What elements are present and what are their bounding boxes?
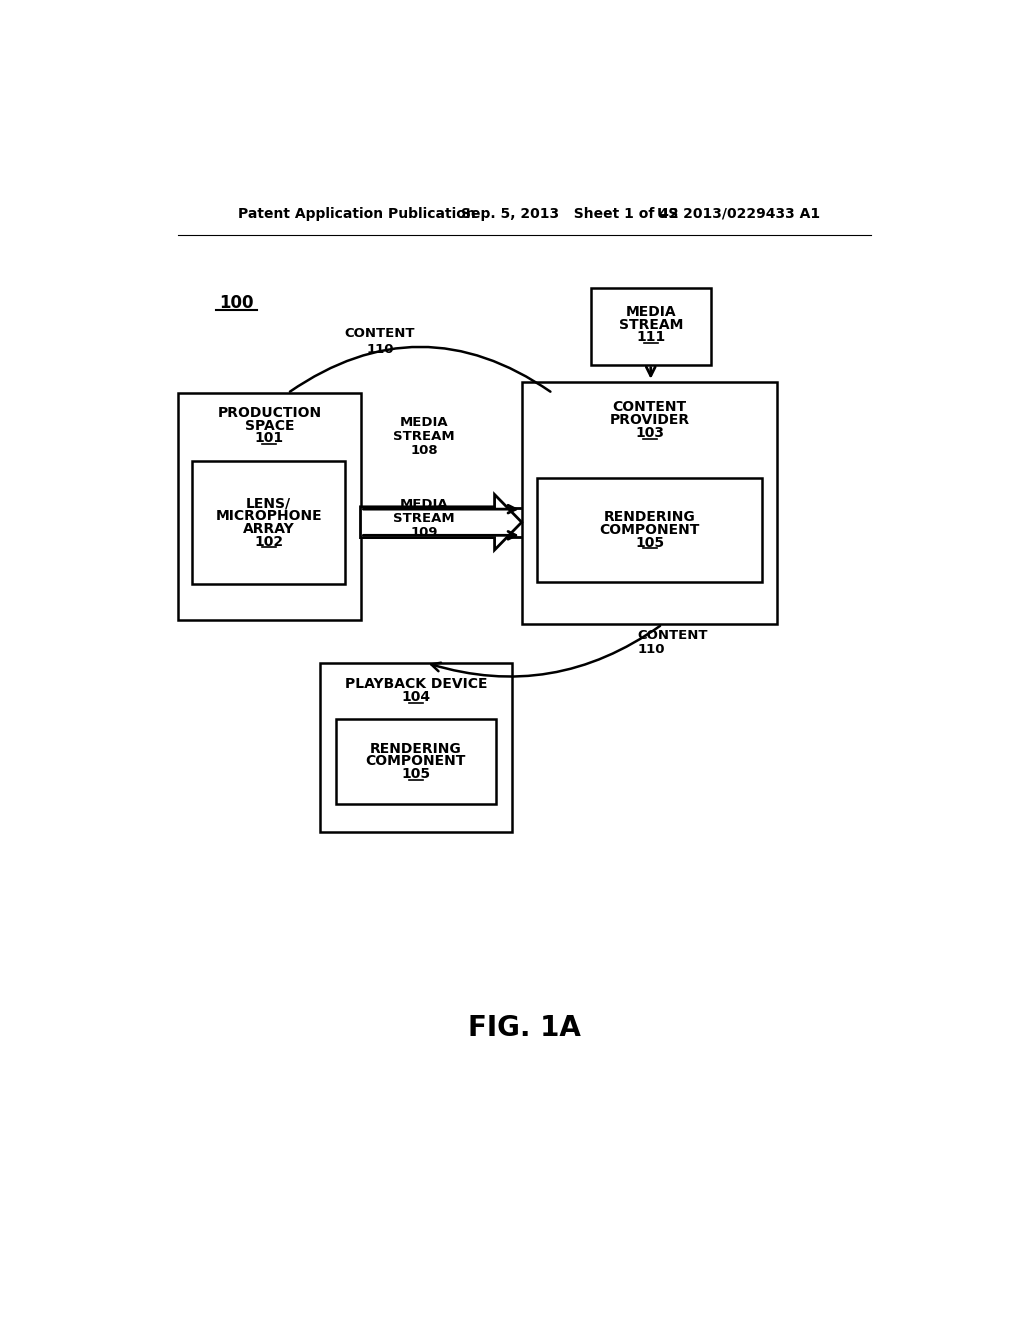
FancyArrowPatch shape: [290, 347, 551, 392]
Text: 100: 100: [219, 294, 254, 312]
Text: 103: 103: [635, 426, 665, 440]
Text: MEDIA: MEDIA: [626, 305, 676, 319]
Text: 105: 105: [635, 536, 665, 549]
Text: PROVIDER: PROVIDER: [609, 413, 689, 428]
Bar: [193, 461, 345, 585]
Bar: [591, 288, 711, 364]
Text: STREAM: STREAM: [393, 430, 455, 444]
Bar: [521, 381, 777, 624]
Text: RENDERING: RENDERING: [370, 742, 462, 755]
Text: US 2013/0229433 A1: US 2013/0229433 A1: [656, 207, 819, 220]
Text: 105: 105: [401, 767, 430, 781]
Text: Patent Application Publication: Patent Application Publication: [238, 207, 476, 220]
Text: 111: 111: [636, 330, 666, 345]
Text: STREAM: STREAM: [618, 318, 683, 331]
Bar: [321, 663, 512, 832]
Text: CONTENT: CONTENT: [612, 400, 687, 414]
Text: PRODUCTION: PRODUCTION: [217, 405, 322, 420]
Text: MEDIA: MEDIA: [399, 499, 449, 511]
Text: RENDERING: RENDERING: [604, 511, 695, 524]
Text: CONTENT: CONTENT: [637, 630, 708, 643]
Text: MICROPHONE: MICROPHONE: [215, 510, 322, 523]
Bar: [178, 393, 360, 620]
Text: ARRAY: ARRAY: [243, 521, 295, 536]
Polygon shape: [360, 495, 521, 550]
Bar: [538, 478, 762, 582]
Text: PLAYBACK DEVICE: PLAYBACK DEVICE: [345, 677, 487, 692]
Text: COMPONENT: COMPONENT: [366, 754, 466, 768]
Text: COMPONENT: COMPONENT: [599, 523, 699, 537]
Bar: [336, 719, 496, 804]
Text: 104: 104: [401, 690, 431, 704]
Text: 108: 108: [411, 444, 438, 457]
Text: CONTENT: CONTENT: [345, 327, 415, 341]
Text: Sep. 5, 2013   Sheet 1 of 42: Sep. 5, 2013 Sheet 1 of 42: [461, 207, 679, 220]
Text: 110: 110: [637, 643, 665, 656]
Text: STREAM: STREAM: [393, 512, 455, 525]
Text: 110: 110: [367, 343, 393, 356]
Text: MEDIA: MEDIA: [399, 416, 449, 429]
Text: FIG. 1A: FIG. 1A: [468, 1015, 582, 1043]
Text: LENS/: LENS/: [246, 496, 291, 511]
Text: 109: 109: [411, 527, 438, 539]
Text: SPACE: SPACE: [245, 418, 294, 433]
Text: 101: 101: [255, 432, 284, 445]
FancyArrowPatch shape: [431, 626, 660, 677]
Text: 102: 102: [254, 535, 284, 549]
